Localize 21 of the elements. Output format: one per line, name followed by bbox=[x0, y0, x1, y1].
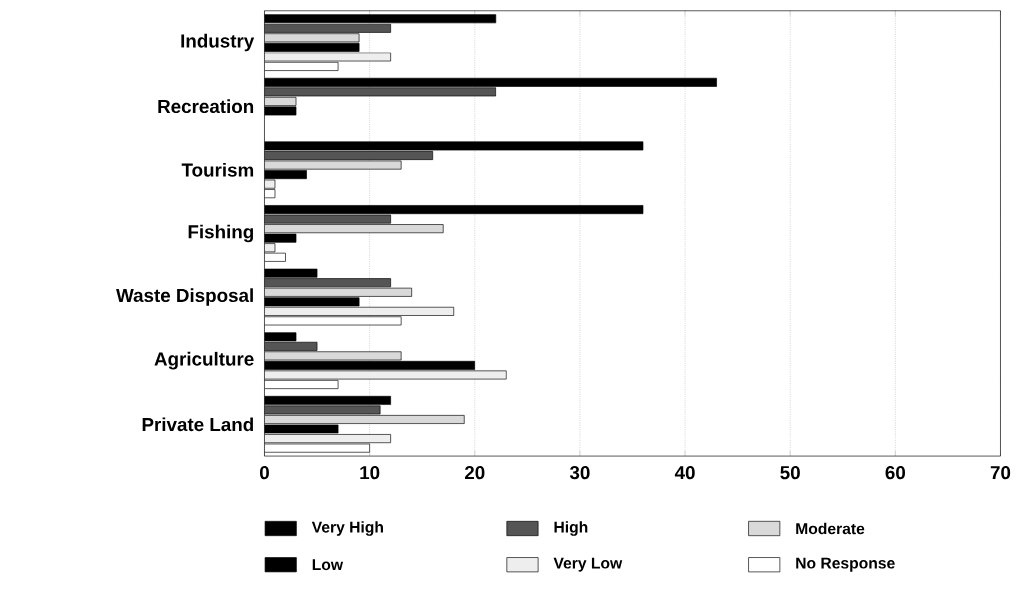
legend-label: Moderate bbox=[796, 522, 865, 535]
y-tick-label: Tourism bbox=[181, 163, 254, 177]
y-tick-label: Private Land bbox=[142, 417, 253, 432]
x-tick-label: 70 bbox=[990, 466, 1011, 480]
legend-label: Low bbox=[312, 559, 344, 571]
x-tick-label: 50 bbox=[780, 466, 800, 480]
x-tick-label: 60 bbox=[885, 466, 906, 480]
y-tick-label: Waste Disposal bbox=[116, 288, 253, 306]
y-tick-label: Industry bbox=[181, 33, 255, 52]
y-tick-label: Agriculture bbox=[154, 352, 254, 370]
x-tick-label: 30 bbox=[569, 466, 590, 480]
legend-label: No Response bbox=[796, 557, 895, 572]
x-tick-label: 20 bbox=[464, 466, 485, 480]
x-tick-label: 10 bbox=[360, 466, 380, 480]
x-tick-label: 0 bbox=[260, 466, 269, 480]
x-tick-label: 40 bbox=[674, 466, 695, 480]
y-tick-label: Fishing bbox=[188, 224, 253, 243]
legend-label: High bbox=[554, 521, 588, 536]
y-tick-label: Recreation bbox=[158, 99, 254, 114]
legend-label: Very Low bbox=[553, 557, 623, 572]
legend-label: Very High bbox=[311, 521, 383, 536]
